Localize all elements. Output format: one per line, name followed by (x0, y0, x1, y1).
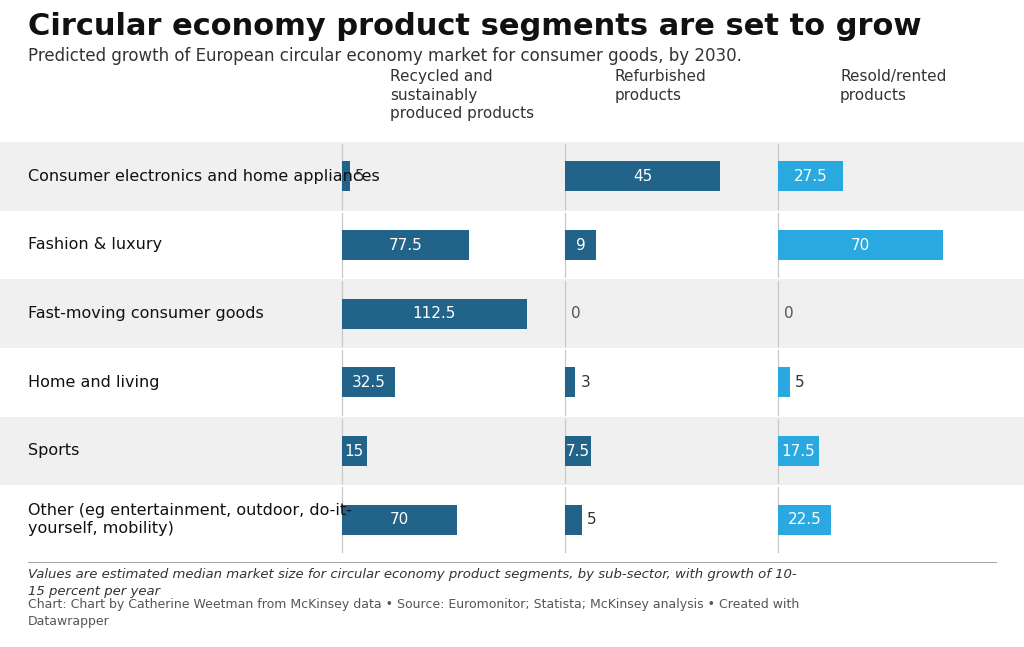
Text: 22.5: 22.5 (787, 512, 821, 527)
Text: 27.5: 27.5 (794, 169, 827, 184)
Text: 0: 0 (571, 306, 581, 321)
Text: 0: 0 (784, 306, 794, 321)
Text: Consumer electronics and home appliances: Consumer electronics and home appliances (28, 169, 380, 184)
Text: 5: 5 (355, 169, 365, 184)
Text: Resold/rented
products: Resold/rented products (840, 69, 946, 103)
Text: 112.5: 112.5 (413, 306, 456, 321)
Bar (0, 142, 1024, 211)
Text: Refurbished
products: Refurbished products (615, 69, 707, 103)
Bar (0, 417, 1024, 485)
Text: 17.5: 17.5 (781, 443, 815, 459)
Bar (342, 161, 350, 192)
Text: Home and living: Home and living (28, 375, 160, 390)
Text: Circular economy product segments are set to grow: Circular economy product segments are se… (28, 12, 922, 41)
Text: 70: 70 (851, 237, 870, 252)
Text: Sports: Sports (28, 443, 80, 459)
Bar (778, 161, 843, 192)
Bar (565, 230, 596, 260)
Text: 5: 5 (795, 375, 805, 390)
Text: 77.5: 77.5 (389, 237, 423, 252)
Bar (778, 436, 819, 466)
Bar (342, 299, 527, 329)
Text: Chart: Chart by Catherine Weetman from McKinsey data • Source: Euromonitor; Stat: Chart: Chart by Catherine Weetman from M… (28, 598, 800, 628)
Text: 9: 9 (575, 237, 586, 252)
Bar (565, 161, 720, 192)
Text: 5: 5 (587, 512, 597, 527)
Text: 15: 15 (345, 443, 364, 459)
Bar (342, 505, 457, 534)
Text: 70: 70 (390, 512, 410, 527)
Bar (565, 367, 575, 397)
Text: 32.5: 32.5 (352, 375, 386, 390)
Text: Other (eg entertainment, outdoor, do-it-
yourself, mobility): Other (eg entertainment, outdoor, do-it-… (28, 503, 352, 536)
Bar (565, 436, 591, 466)
Text: Recycled and
sustainably
produced products: Recycled and sustainably produced produc… (390, 69, 535, 121)
Bar (778, 230, 943, 260)
Bar (778, 367, 790, 397)
Text: 3: 3 (581, 375, 590, 390)
Bar (342, 367, 395, 397)
Bar (342, 436, 367, 466)
Bar (0, 348, 1024, 417)
Bar (778, 505, 831, 534)
Text: 7.5: 7.5 (566, 443, 590, 459)
Bar (0, 280, 1024, 348)
Bar (0, 211, 1024, 280)
Bar (565, 505, 583, 534)
Text: Fashion & luxury: Fashion & luxury (28, 237, 162, 252)
Text: Predicted growth of European circular economy market for consumer goods, by 2030: Predicted growth of European circular ec… (28, 47, 741, 65)
Bar (0, 485, 1024, 554)
Text: Fast-moving consumer goods: Fast-moving consumer goods (28, 306, 264, 321)
Text: Values are estimated median market size for circular economy product segments, b: Values are estimated median market size … (28, 568, 797, 598)
Bar (342, 230, 469, 260)
Text: 45: 45 (633, 169, 652, 184)
